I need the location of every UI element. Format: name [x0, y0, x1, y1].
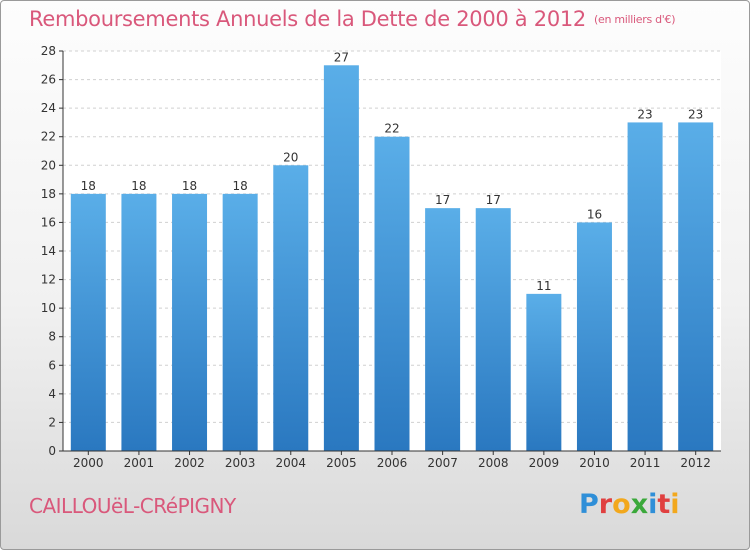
y-tick-label: 22	[41, 130, 56, 144]
x-tick-label: 2001	[124, 456, 155, 470]
y-tick-label: 10	[41, 301, 56, 315]
y-tick-label: 14	[41, 244, 56, 258]
y-tick-label: 0	[48, 444, 56, 458]
y-tick-label: 6	[48, 358, 56, 372]
bar	[222, 193, 258, 451]
x-tick-label: 2012	[680, 456, 711, 470]
commune-name: CAILLOUëL-CRéPIGNY	[29, 494, 236, 518]
bar	[678, 122, 714, 451]
data-label: 18	[233, 179, 248, 193]
y-tick-label: 4	[48, 387, 56, 401]
x-tick-label: 2007	[427, 456, 458, 470]
data-label: 18	[81, 179, 96, 193]
bar	[70, 193, 106, 451]
y-tick-label: 12	[41, 273, 56, 287]
y-tick-label: 18	[41, 187, 56, 201]
bar	[121, 193, 157, 451]
data-label: 18	[182, 179, 197, 193]
logo-letter: r	[598, 489, 613, 520]
bar	[374, 136, 410, 451]
bar	[627, 122, 663, 451]
proxiti-logo: Proxiti	[579, 489, 680, 520]
chart-title: Remboursements Annuels de la Dette de 20…	[29, 7, 675, 31]
x-tick-label: 2000	[73, 456, 104, 470]
title-unit: (en milliers d'€)	[594, 13, 676, 26]
x-tick-label: 2002	[174, 456, 205, 470]
data-label: 11	[536, 279, 551, 293]
y-tick-label: 24	[41, 101, 56, 115]
x-tick-label: 2008	[478, 456, 509, 470]
y-tick-label: 16	[41, 215, 56, 229]
x-tick-label: 2010	[579, 456, 610, 470]
logo-letter: P	[579, 489, 599, 520]
logo-letter: i	[648, 489, 658, 520]
data-label: 23	[637, 107, 652, 121]
logo-letter: o	[612, 489, 631, 520]
y-tick-label: 8	[48, 330, 56, 344]
bar	[323, 65, 359, 452]
title-text: Remboursements Annuels de la Dette de 20…	[29, 7, 586, 31]
logo-letter: i	[670, 489, 680, 520]
data-label: 17	[486, 193, 501, 207]
data-label: 17	[435, 193, 450, 207]
bar	[273, 165, 309, 452]
x-tick-label: 2011	[630, 456, 661, 470]
y-tick-label: 26	[41, 73, 56, 87]
y-tick-label: 28	[41, 44, 56, 58]
x-tick-label: 2003	[225, 456, 256, 470]
data-label: 27	[334, 50, 349, 64]
y-tick-label: 2	[48, 415, 56, 429]
bar	[172, 193, 208, 451]
x-tick-label: 2004	[275, 456, 306, 470]
data-label: 22	[384, 122, 399, 136]
bar	[475, 208, 511, 451]
x-tick-label: 2009	[529, 456, 560, 470]
bar	[526, 293, 562, 451]
x-tick-label: 2005	[326, 456, 357, 470]
data-label: 18	[131, 179, 146, 193]
y-tick-label: 20	[41, 158, 56, 172]
logo-letter: t	[657, 489, 671, 520]
data-label: 16	[587, 207, 602, 221]
bar	[576, 222, 612, 451]
data-label: 23	[688, 107, 703, 121]
data-label: 20	[283, 150, 298, 164]
bar	[425, 208, 461, 451]
x-tick-label: 2006	[377, 456, 408, 470]
logo-letter: x	[630, 489, 649, 520]
